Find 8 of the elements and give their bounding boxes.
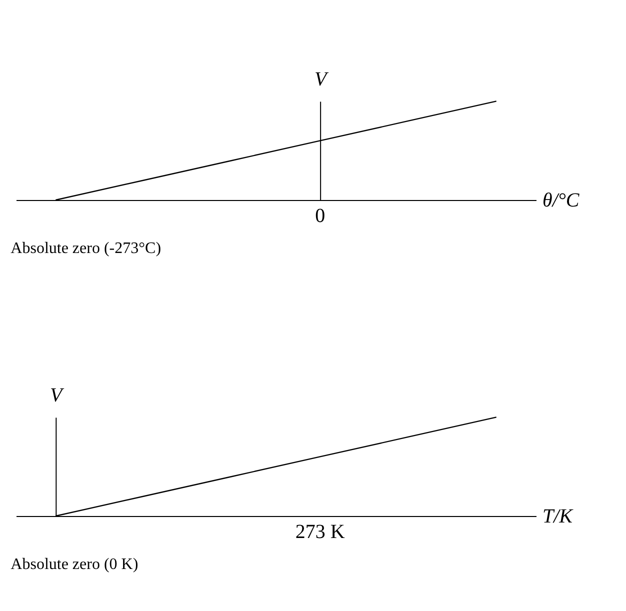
- text: 0: [315, 205, 326, 227]
- text: Absolute zero (-273°C): [10, 240, 162, 257]
- y-axis-title: V: [314, 68, 330, 91]
- x-axis-title: θ/°C: [542, 190, 580, 212]
- text: 273 K: [295, 521, 346, 543]
- text: Absolute zero (0 K): [10, 556, 138, 573]
- y-axis-title: V: [50, 384, 66, 407]
- x-axis-title: T/K: [542, 506, 574, 528]
